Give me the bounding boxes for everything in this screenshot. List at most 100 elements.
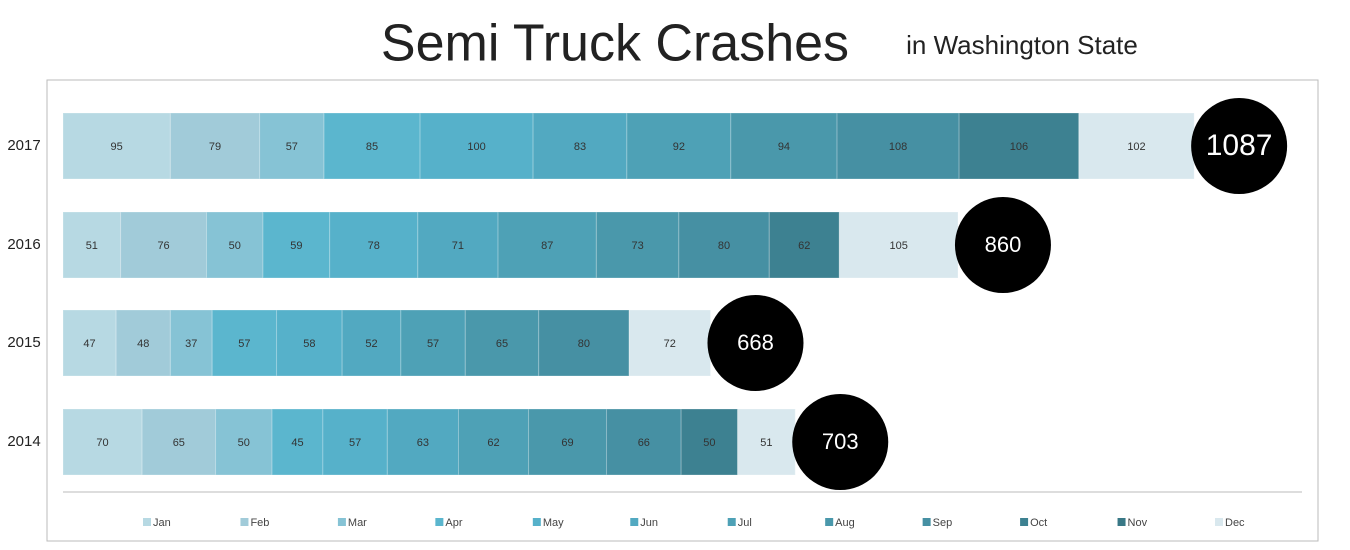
data-label: 95 (111, 141, 123, 153)
bar-segment (606, 408, 682, 476)
bar-segment (838, 211, 959, 279)
legend-label: Jan (153, 517, 171, 529)
data-label: 87 (541, 240, 553, 252)
bar-segment (271, 408, 324, 476)
y-tick-label: 2015 (7, 334, 40, 351)
data-label: 79 (209, 141, 221, 153)
bar-segment (400, 309, 466, 377)
legend-swatch (337, 518, 346, 526)
bar-segment (464, 309, 540, 377)
data-label: 57 (427, 338, 439, 350)
data-label: 70 (96, 437, 108, 449)
data-label: 62 (798, 240, 810, 252)
legend-label: Aug (835, 517, 855, 529)
data-label: 85 (366, 141, 378, 153)
data-label: 76 (157, 240, 169, 252)
bar-segment (532, 112, 628, 180)
legend-label: May (543, 517, 564, 529)
data-label: 47 (83, 338, 95, 350)
data-label: 51 (86, 240, 98, 252)
legend-swatch (143, 518, 151, 526)
data-label: 94 (778, 141, 790, 153)
plot-frame (46, 79, 1319, 542)
chart-title: Semi Truck Crashes (381, 15, 849, 73)
data-label: 80 (718, 240, 730, 252)
legend-swatch (727, 518, 736, 526)
bar-segment (259, 112, 325, 180)
data-label: 45 (291, 437, 303, 449)
data-label: 66 (638, 437, 650, 449)
data-label: 78 (368, 240, 380, 252)
bar-segment (211, 309, 278, 377)
data-label: 108 (889, 141, 907, 153)
y-tick-label: 2017 (7, 137, 40, 154)
bar-segment (678, 211, 770, 279)
legend-label: Oct (1030, 517, 1047, 529)
legend-swatch (435, 518, 444, 526)
bar-segment (169, 309, 213, 377)
legend-swatch (1117, 518, 1126, 526)
data-label: 57 (286, 141, 298, 153)
legend-label: Apr (445, 517, 462, 529)
data-label: 65 (173, 437, 185, 449)
legend-swatch (1020, 518, 1029, 526)
bar-segment (730, 112, 838, 180)
data-label: 106 (1010, 141, 1028, 153)
legend-swatch (922, 518, 931, 526)
bar-segment (276, 309, 343, 377)
y-tick-label: 2016 (7, 236, 40, 253)
total-badge (707, 295, 804, 391)
chart-subtitle: in Washington State (906, 30, 1138, 60)
y-tick-label: 2014 (7, 433, 40, 450)
legend-swatch (532, 518, 541, 526)
bar-segment (595, 211, 680, 279)
bar-segment (1078, 112, 1195, 180)
total-badge (792, 394, 889, 490)
bar-segment (497, 211, 597, 279)
bar-segment (386, 408, 459, 476)
bar-segment (322, 408, 388, 476)
data-label: 50 (229, 240, 241, 252)
data-label: 73 (631, 240, 643, 252)
bar-segment (419, 112, 534, 180)
data-label: 37 (185, 338, 197, 350)
data-label: 100 (467, 141, 485, 153)
total-label: 703 (822, 429, 859, 454)
bar-segment (528, 408, 608, 476)
legend-swatch (1215, 518, 1223, 526)
data-label: 83 (574, 141, 586, 153)
legend-label: Dec (1225, 517, 1245, 529)
bar-segment (836, 112, 960, 180)
bar-segment (141, 408, 217, 476)
data-label: 102 (1127, 141, 1145, 153)
legend-label: Feb (250, 517, 269, 529)
bar-segment (768, 211, 840, 279)
total-label: 668 (737, 330, 774, 355)
data-label: 59 (290, 240, 302, 252)
data-label: 71 (452, 240, 464, 252)
legend-swatch (825, 518, 834, 526)
data-label: 69 (561, 437, 573, 449)
data-label: 50 (238, 437, 250, 449)
data-label: 57 (238, 338, 250, 350)
data-label: 80 (578, 338, 590, 350)
bar-segment (120, 211, 208, 279)
bar-segment (115, 309, 171, 377)
data-label: 57 (349, 437, 361, 449)
bar-segment (680, 408, 739, 476)
total-badge (954, 197, 1051, 293)
bar-segment (626, 112, 732, 180)
legend-label: Jul (738, 517, 752, 529)
data-label: 65 (496, 338, 508, 350)
data-label: 48 (137, 338, 149, 350)
legend-label: Jun (640, 517, 658, 529)
bar-segment (62, 211, 122, 279)
total-label: 1087 (1206, 129, 1273, 162)
total-badge (1191, 98, 1288, 194)
legend-swatch (630, 518, 639, 526)
bar-segment (538, 309, 630, 377)
bar-segment (206, 211, 264, 279)
data-label: 63 (417, 437, 429, 449)
bar-segment (737, 408, 796, 476)
